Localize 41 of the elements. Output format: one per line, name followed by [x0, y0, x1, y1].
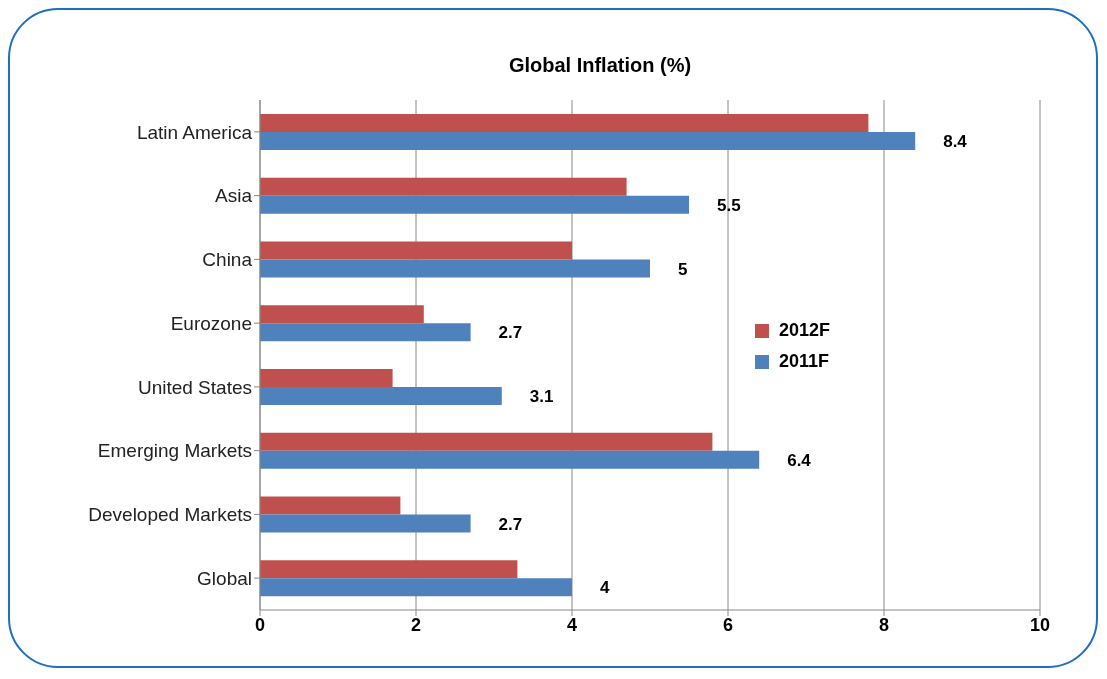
y-tick-label: Global	[197, 567, 252, 589]
bar	[260, 496, 401, 515]
bar	[260, 259, 650, 278]
x-tick-label: 0	[254, 614, 266, 635]
x-tick-label: 2	[410, 614, 422, 635]
bar	[260, 450, 760, 469]
y-tick-label: Developed Markets	[88, 504, 252, 526]
data-label: 4	[600, 578, 610, 598]
bar	[260, 560, 518, 579]
y-tick-label: Eurozone	[170, 312, 252, 334]
data-label: 8.4	[943, 132, 968, 152]
x-tick-label: 4	[566, 614, 578, 635]
x-tick-label: 10	[1029, 614, 1051, 635]
bar	[260, 132, 916, 151]
bar	[260, 514, 471, 533]
bar	[260, 323, 471, 342]
bar	[260, 387, 502, 406]
bar	[260, 369, 393, 388]
y-tick-label: Asia	[215, 185, 253, 207]
y-tick-label: China	[202, 249, 253, 271]
data-label: 5.5	[717, 195, 741, 215]
chart-title: Global Inflation (%)	[507, 54, 693, 77]
bar	[260, 578, 572, 597]
bar	[260, 241, 572, 260]
data-label: 2.7	[498, 323, 523, 343]
data-label: 3.1	[529, 387, 554, 407]
bar	[260, 305, 424, 324]
bar	[260, 432, 713, 451]
y-tick-label: Latin America	[136, 121, 253, 143]
x-tick-label: 6	[722, 614, 734, 635]
data-label: 2.7	[498, 514, 523, 534]
y-tick-label: Emerging Markets	[97, 440, 252, 462]
y-tick-label: United States	[137, 376, 252, 398]
bar	[260, 114, 869, 133]
data-label: 6.4	[787, 450, 812, 470]
data-label: 5	[678, 259, 688, 279]
legend-label: 2012F	[779, 320, 831, 341]
bar	[260, 177, 627, 196]
bar	[260, 195, 689, 214]
legend-label: 2011F	[779, 351, 830, 372]
x-tick-label: 8	[878, 614, 890, 635]
